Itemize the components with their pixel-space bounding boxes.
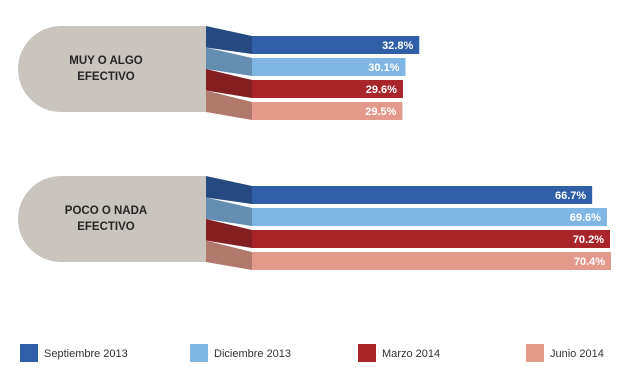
legend-label: Junio 2014 bbox=[550, 348, 604, 360]
category-label: MUY O ALGO bbox=[69, 55, 143, 67]
bar bbox=[252, 230, 611, 248]
bar-value-label: 70.4% bbox=[574, 256, 605, 268]
legend-label: Septiembre 2013 bbox=[44, 348, 128, 360]
chart-groups: MUY O ALGO EFECTIVO 32.8% 30.1% 29.6% 29.5% PO… bbox=[18, 26, 612, 270]
bar-value-label: 66.7% bbox=[555, 190, 586, 202]
category-pill bbox=[18, 176, 206, 262]
bar bbox=[252, 102, 403, 120]
chart-legend: Septiembre 2013 Diciembre 2013 Marzo 2014 J… bbox=[20, 344, 604, 362]
bar-connector bbox=[206, 26, 252, 54]
category-label: POCO O NADA bbox=[65, 205, 147, 217]
category-label: EFECTIVO bbox=[77, 221, 135, 233]
group-muy-o-algo-efectivo: MUY O ALGO EFECTIVO 32.8% 30.1% 29.6% 29.5% bbox=[18, 26, 420, 120]
bar-value-label: 29.6% bbox=[366, 84, 397, 96]
bar-value-label: 32.8% bbox=[382, 40, 413, 52]
bar bbox=[252, 80, 403, 98]
legend-swatch bbox=[358, 344, 376, 362]
bar-connector bbox=[206, 176, 252, 204]
legend-swatch bbox=[190, 344, 208, 362]
legend-item: Junio 2014 bbox=[526, 344, 604, 362]
bar-connector bbox=[206, 219, 252, 248]
bar-value-label: 69.6% bbox=[570, 212, 601, 224]
bar bbox=[252, 58, 406, 76]
legend-item: Marzo 2014 bbox=[358, 344, 440, 362]
bar-value-label: 70.2% bbox=[573, 234, 604, 246]
bar-value-label: 29.5% bbox=[365, 106, 396, 118]
bar bbox=[252, 36, 420, 54]
legend-swatch bbox=[20, 344, 38, 362]
category-pill bbox=[18, 26, 206, 112]
legend-item: Diciembre 2013 bbox=[190, 344, 291, 362]
category-label: EFECTIVO bbox=[77, 71, 135, 83]
legend-label: Diciembre 2013 bbox=[214, 348, 291, 360]
bar-connector bbox=[206, 197, 252, 226]
bar-connector bbox=[206, 47, 252, 76]
group-poco-o-nada-efectivo: POCO O NADA EFECTIVO 66.7% 69.6% 70.2% 70.4% bbox=[18, 176, 612, 270]
bar-connector bbox=[206, 69, 252, 98]
bar bbox=[252, 208, 607, 226]
bar bbox=[252, 186, 593, 204]
bar-connector bbox=[206, 240, 252, 270]
legend-item: Septiembre 2013 bbox=[20, 344, 128, 362]
bar-value-label: 30.1% bbox=[368, 62, 399, 74]
bar bbox=[252, 252, 612, 270]
legend-swatch bbox=[526, 344, 544, 362]
legend-label: Marzo 2014 bbox=[382, 348, 440, 360]
bar-connector bbox=[206, 90, 252, 120]
